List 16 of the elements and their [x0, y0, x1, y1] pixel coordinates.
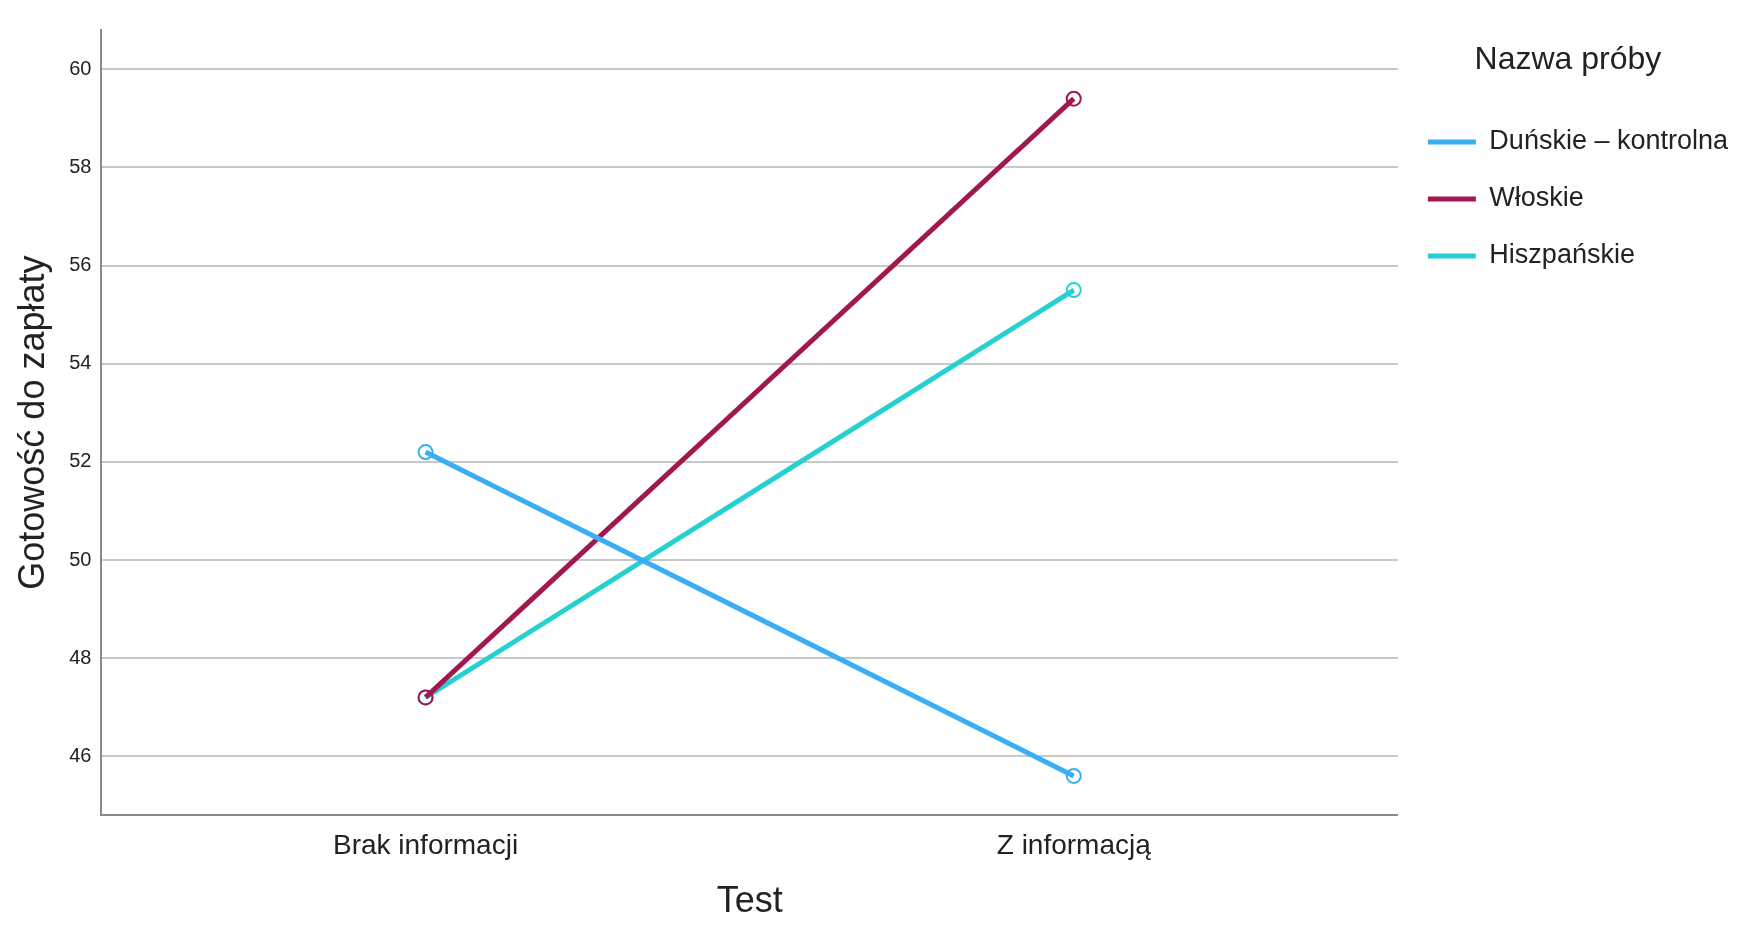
y-axis-title: Gotowość do zapłaty: [10, 255, 52, 590]
y-tick-label: 46: [69, 743, 92, 766]
legend-label: Duńskie – kontrolna: [1489, 125, 1729, 156]
y-tick-label: 54: [69, 351, 92, 374]
y-tick-label: 50: [69, 547, 92, 570]
legend-title: Nazwa próby: [1474, 39, 1662, 76]
legend-label: Hiszpańskie: [1489, 239, 1635, 270]
x-tick-label: Brak informacji: [332, 828, 519, 860]
y-tick-label: 56: [69, 253, 92, 276]
x-axis-title: Test: [716, 879, 783, 921]
legend-label: Włoskie: [1489, 182, 1584, 213]
y-tick-label: 58: [69, 154, 92, 177]
x-tick-label: Z informacją: [996, 828, 1152, 860]
y-tick-label: 52: [69, 449, 92, 472]
y-tick-label: 60: [69, 56, 92, 79]
y-tick-label: 48: [69, 645, 92, 668]
